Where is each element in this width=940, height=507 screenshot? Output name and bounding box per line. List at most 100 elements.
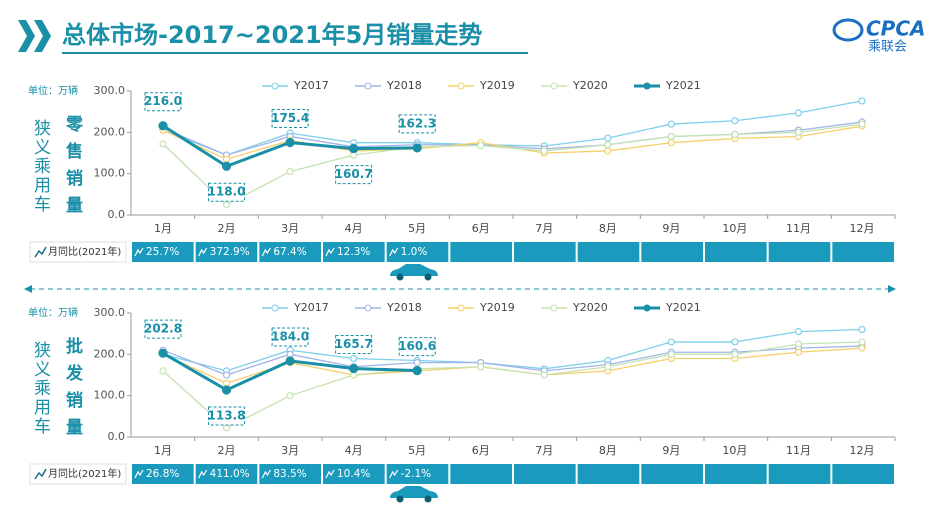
point — [159, 140, 167, 148]
yoy-cell — [323, 464, 385, 484]
yoy-cell — [259, 242, 321, 262]
y-tick-label: 300.0 — [94, 306, 126, 319]
x-tick-label: 2月 — [218, 222, 236, 235]
yoy-value: 25.7% — [146, 246, 179, 258]
point — [349, 143, 359, 154]
x-tick-label: 11月 — [786, 444, 811, 457]
car-wheel — [396, 273, 404, 281]
legend-marker — [550, 304, 558, 312]
yoy-value: 67.4% — [273, 246, 306, 258]
point — [477, 363, 485, 371]
side-label: 狭义乘用车 — [30, 119, 51, 214]
yoy-cell — [832, 464, 894, 484]
yoy-arrow — [198, 247, 208, 257]
car-icon — [390, 486, 438, 498]
yoy-arrow — [261, 469, 271, 479]
yoy-value: -2.1% — [401, 468, 431, 480]
point — [731, 117, 739, 125]
y-tick-label: 0.0 — [108, 208, 126, 221]
value-label: 162.3 — [398, 116, 436, 130]
yoy-icon — [34, 246, 47, 258]
y-tick-label: 0.0 — [108, 430, 126, 443]
series-line — [162, 345, 863, 376]
legend-label: Y2019 — [479, 301, 515, 314]
yoy-cell — [450, 242, 512, 262]
yoy-arrow — [325, 469, 335, 479]
point — [667, 132, 675, 141]
point — [477, 141, 485, 150]
value-label: 118.0 — [208, 185, 246, 199]
yoy-cell — [386, 464, 449, 484]
yoy-cell — [386, 242, 449, 262]
value-label-box — [335, 165, 373, 185]
legend-marker — [550, 82, 558, 90]
y-tick-label: 200.0 — [94, 347, 126, 360]
point — [159, 367, 167, 375]
yoy-arrow — [198, 469, 208, 479]
panel-label: 批发销量 — [62, 336, 84, 445]
x-tick-label: 4月 — [345, 222, 363, 235]
yoy-cell — [323, 242, 385, 262]
value-label-box — [144, 319, 182, 339]
yoy-value: 26.8% — [146, 468, 179, 480]
point — [412, 143, 422, 153]
point — [412, 366, 422, 376]
yoy-cell — [705, 242, 767, 262]
point — [794, 348, 803, 356]
x-tick-label: 6月 — [472, 444, 490, 457]
yoy-value: 83.5% — [273, 468, 306, 480]
point — [794, 328, 803, 336]
x-tick-label: 5月 — [408, 222, 426, 235]
yoy-cell — [641, 242, 703, 262]
point — [285, 137, 295, 148]
chevron — [18, 20, 35, 52]
x-tick-label: 4月 — [345, 444, 363, 457]
point — [540, 371, 548, 379]
value-label-box — [271, 109, 309, 129]
logo-text: CPCA — [866, 17, 926, 41]
yoy-value: 10.4% — [337, 468, 370, 480]
unit-label: 单位：万辆 — [28, 84, 78, 97]
yoy-value: 411.0% — [210, 468, 250, 480]
point — [222, 155, 231, 163]
x-tick-label: 2月 — [218, 444, 236, 457]
point — [286, 168, 294, 176]
point — [731, 130, 739, 138]
series-line — [162, 341, 863, 429]
yoy-cell — [577, 242, 640, 262]
point — [667, 338, 675, 346]
x-tick-label: 10月 — [722, 444, 747, 457]
point — [858, 344, 866, 352]
point — [349, 363, 359, 374]
legend-label: Y2018 — [386, 301, 422, 314]
value-label: 175.4 — [271, 111, 309, 125]
point — [667, 350, 675, 358]
value-label: 184.0 — [271, 329, 309, 343]
yoy-cell — [195, 464, 258, 484]
point — [794, 109, 803, 117]
yoy-arrow — [389, 469, 399, 479]
chevron — [34, 20, 51, 52]
point — [604, 363, 612, 371]
y-tick-label: 100.0 — [94, 389, 126, 402]
yoy-label-box — [29, 463, 127, 485]
logo-icon — [832, 18, 864, 42]
x-tick-label: 6月 — [472, 222, 490, 235]
car-icon — [390, 264, 438, 276]
yoy-cell — [514, 242, 576, 262]
x-tick-label: 12月 — [850, 222, 875, 235]
point — [604, 147, 612, 155]
yoy-cell — [577, 464, 640, 484]
side-label: 狭义乘用车 — [30, 341, 51, 436]
legend-marker — [364, 304, 372, 312]
legend-marker — [457, 82, 465, 90]
legend-label: Y2017 — [293, 79, 329, 92]
point — [221, 385, 232, 395]
legend-marker — [643, 82, 651, 90]
car-wheel — [424, 495, 432, 503]
yoy-cell — [832, 242, 894, 262]
series-line — [162, 328, 863, 372]
yoy-value: 372.9% — [210, 246, 250, 258]
legend-label: Y2018 — [386, 79, 422, 92]
